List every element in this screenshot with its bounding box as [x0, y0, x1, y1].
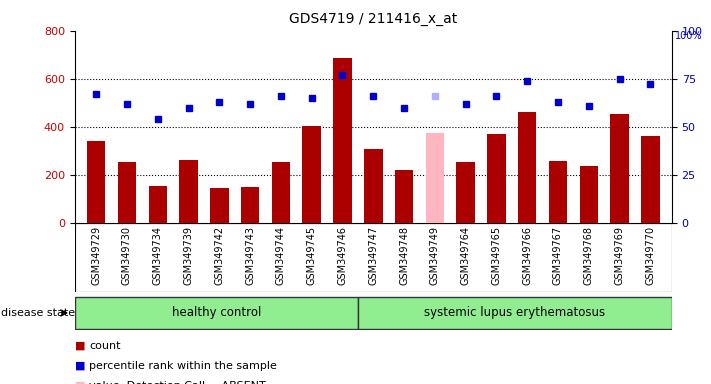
Bar	[610, 114, 629, 223]
Text: 100%: 100%	[675, 31, 702, 41]
Text: GSM349748: GSM349748	[399, 226, 409, 285]
Text: ■: ■	[75, 361, 85, 371]
Text: GSM349747: GSM349747	[368, 226, 378, 285]
FancyBboxPatch shape	[75, 297, 358, 329]
Bar	[241, 187, 260, 223]
Text: GSM349749: GSM349749	[430, 226, 440, 285]
Bar	[395, 170, 413, 223]
Text: ■: ■	[75, 381, 85, 384]
Text: GSM349765: GSM349765	[491, 226, 501, 285]
Text: percentile rank within the sample: percentile rank within the sample	[89, 361, 277, 371]
Text: GSM349768: GSM349768	[584, 226, 594, 285]
Bar	[118, 162, 137, 223]
Text: GSM349743: GSM349743	[245, 226, 255, 285]
Text: GSM349739: GSM349739	[183, 226, 193, 285]
Text: healthy control: healthy control	[171, 306, 261, 319]
Text: count: count	[89, 341, 120, 351]
Text: disease state: disease state	[1, 308, 75, 318]
Bar	[272, 162, 290, 223]
Text: GSM349746: GSM349746	[338, 226, 348, 285]
Bar	[364, 149, 383, 223]
Text: value, Detection Call = ABSENT: value, Detection Call = ABSENT	[89, 381, 266, 384]
Text: GSM349769: GSM349769	[614, 226, 624, 285]
Bar	[210, 189, 228, 223]
Text: GSM349729: GSM349729	[91, 226, 101, 285]
Text: GSM349767: GSM349767	[553, 226, 563, 285]
Bar	[549, 161, 567, 223]
Text: GSM349730: GSM349730	[122, 226, 132, 285]
Bar	[518, 112, 536, 223]
Text: GSM349734: GSM349734	[153, 226, 163, 285]
Text: GSM349764: GSM349764	[461, 226, 471, 285]
Bar	[426, 133, 444, 223]
Bar	[179, 160, 198, 223]
Bar	[87, 141, 105, 223]
Text: GSM349742: GSM349742	[214, 226, 225, 285]
Bar	[579, 166, 598, 223]
Bar	[333, 58, 352, 223]
Bar	[487, 134, 506, 223]
Text: GSM349745: GSM349745	[306, 226, 316, 285]
Text: GSM349744: GSM349744	[276, 226, 286, 285]
Text: GDS4719 / 211416_x_at: GDS4719 / 211416_x_at	[289, 12, 457, 25]
Text: systemic lupus erythematosus: systemic lupus erythematosus	[424, 306, 606, 319]
Text: GSM349766: GSM349766	[522, 226, 533, 285]
Bar	[641, 136, 660, 223]
Bar	[456, 162, 475, 223]
Text: ■: ■	[75, 341, 85, 351]
Bar	[302, 126, 321, 223]
Text: GSM349770: GSM349770	[646, 226, 656, 285]
FancyBboxPatch shape	[358, 297, 672, 329]
Bar	[149, 185, 167, 223]
